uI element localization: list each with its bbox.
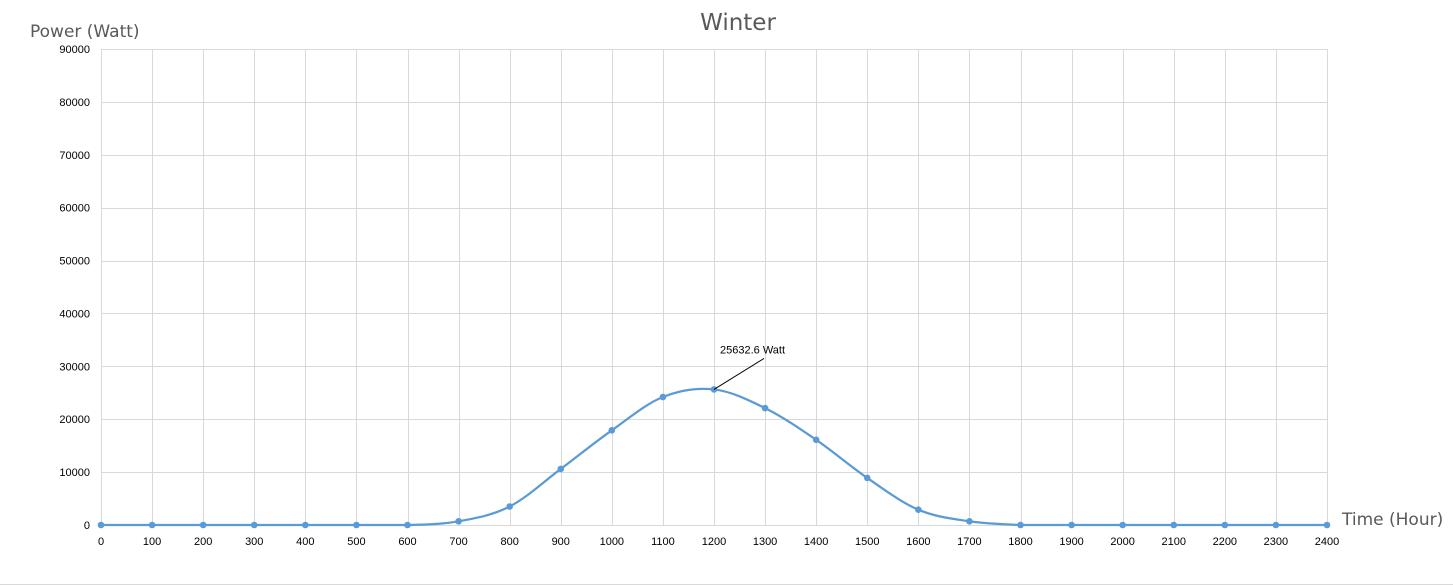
data-point-1700 [966,517,973,525]
data-point-2400 [1323,521,1331,529]
data-point-1300 [761,404,769,412]
x-tick-label: 500 [347,536,365,548]
y-tick-label: 30000 [59,361,90,373]
annotation-label: 25632.6 Watt [720,344,785,356]
y-tick-label: 60000 [59,203,90,215]
x-tick-label: 800 [500,536,518,548]
x-tick-label: 1800 [1008,536,1032,548]
x-tick-label: 1000 [600,536,624,548]
x-tick-label: 2400 [1315,536,1339,548]
data-point-900 [557,465,565,473]
data-point-1900 [1068,521,1075,529]
data-point-500 [353,521,360,529]
x-tick-label: 2100 [1162,536,1186,548]
x-axis-title: Time (Hour) [1341,510,1443,530]
data-point-1600 [915,506,922,513]
x-tick-label: 600 [398,536,416,548]
data-point-1100 [659,393,667,401]
x-tick-label: 1700 [957,536,981,548]
data-point-2200 [1221,521,1229,529]
y-axis-title: Power (Watt) [30,22,140,42]
data-point-0 [97,521,105,529]
y-tick-label: 10000 [59,467,90,479]
x-tick-label: 1500 [855,536,879,548]
data-point-700 [455,517,462,525]
y-tick-label: 50000 [59,256,90,268]
x-tick-label: 1400 [804,536,828,548]
data-point-2000 [1119,521,1126,529]
x-tick-label: 1100 [651,536,675,548]
x-tick-label: 100 [143,536,161,548]
y-tick-label: 40000 [59,308,90,320]
gridlines [101,49,1328,526]
data-point-200 [199,521,207,529]
x-tick-label: 300 [245,536,263,548]
data-point-100 [148,521,156,529]
series-layer [97,386,1331,529]
chart-title: Winter [700,10,776,36]
data-point-2100 [1170,521,1178,529]
tick-labels: 0100002000030000400005000060000700008000… [59,44,1339,548]
x-tick-label: 2000 [1110,536,1134,548]
annotation-leader-line [713,358,765,390]
data-point-800 [506,503,513,510]
y-tick-label: 0 [84,520,90,532]
x-tick-label: 2200 [1213,536,1237,548]
x-tick-label: 0 [98,536,104,548]
data-point-1200 [710,386,718,393]
data-point-1500 [863,474,871,482]
y-tick-label: 90000 [59,44,90,56]
data-point-2300 [1272,521,1280,529]
annotation-layer: 25632.6 Watt [713,344,785,390]
x-tick-label: 1600 [906,536,930,548]
x-tick-label: 700 [449,536,467,548]
x-tick-label: 200 [194,536,212,548]
data-point-400 [302,521,309,529]
y-tick-label: 20000 [59,414,90,426]
x-tick-label: 2300 [1264,536,1288,548]
data-point-300 [250,521,258,529]
x-tick-label: 1900 [1059,536,1083,548]
data-point-600 [404,521,411,529]
y-tick-label: 70000 [59,150,90,162]
x-tick-label: 400 [296,536,314,548]
data-point-1800 [1017,521,1024,529]
y-tick-label: 80000 [59,97,90,109]
x-tick-label: 1200 [702,536,726,548]
x-tick-label: 900 [552,536,570,548]
x-tick-label: 1300 [753,536,777,548]
data-point-1400 [812,436,820,444]
data-point-1000 [608,427,616,434]
